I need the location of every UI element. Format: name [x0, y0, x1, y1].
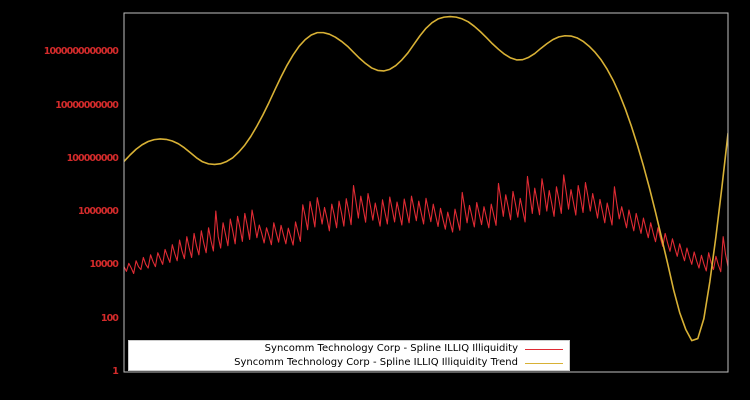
legend-label: Syncomm Technology Corp - Spline ILLIQ I… — [264, 343, 518, 354]
legend-label: Syncomm Technology Corp - Spline ILLIQ I… — [234, 357, 518, 368]
data-series-line — [124, 174, 728, 275]
chart-legend[interactable]: Syncomm Technology Corp - Spline ILLIQ I… — [128, 340, 570, 371]
plot-background — [124, 13, 728, 372]
y-axis-tick-label: 10000 — [89, 259, 118, 271]
y-axis-tick-label: 100 — [100, 312, 119, 324]
y-axis-tick-label: 1 — [112, 366, 119, 377]
y-axis-tick-label: 1000000 — [78, 206, 119, 218]
series-layer — [124, 15, 728, 342]
y-axis-tick-label: 1000000000000 — [43, 46, 119, 58]
data-series-line — [124, 15, 728, 342]
y-axis-tick-label: 10000000000 — [55, 99, 119, 111]
legend-entry: Syncomm Technology Corp - Spline ILLIQ I… — [265, 342, 563, 356]
legend-line-swatch — [525, 362, 563, 364]
legend-line-swatch — [525, 348, 563, 350]
y-axis-tick-label: 100000000 — [66, 152, 119, 164]
legend-entry: Syncomm Technology Corp - Spline ILLIQ I… — [234, 356, 563, 370]
plot-frame — [123, 12, 729, 373]
